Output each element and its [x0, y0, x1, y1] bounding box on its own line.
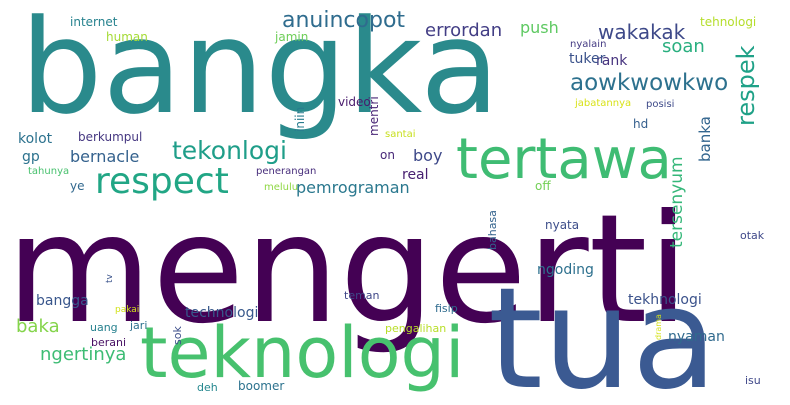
word: tv — [105, 274, 115, 283]
word: soan — [662, 36, 705, 57]
word: bangka — [20, 0, 500, 143]
word: technologi — [185, 305, 259, 321]
word: tuker — [569, 51, 606, 67]
word: tahunya — [28, 166, 70, 177]
word: boomer — [238, 379, 285, 393]
word: uang — [90, 321, 118, 334]
word: off — [535, 179, 551, 193]
word: nyalain — [570, 39, 607, 50]
word: respect — [95, 161, 229, 202]
word: drama — [654, 314, 663, 340]
word: melulu — [264, 182, 299, 193]
word: tehnologi — [700, 15, 757, 29]
word: mengerti — [6, 183, 690, 357]
word: kolot — [18, 131, 53, 147]
word: bernacle — [70, 147, 140, 166]
word: video — [338, 95, 371, 109]
word: bahasa — [486, 210, 499, 250]
word: boy — [413, 146, 443, 165]
word: pakai — [115, 305, 140, 315]
word: wakakak — [598, 20, 686, 44]
word: teman — [344, 289, 380, 302]
word: jamin — [275, 30, 309, 44]
word: internet — [70, 15, 118, 29]
word: ngoding — [537, 262, 594, 278]
word: pemrograman — [296, 178, 410, 197]
word: jabatannya — [575, 98, 632, 109]
word: bangga — [36, 293, 89, 309]
word: tekonlogi — [172, 136, 287, 165]
word: nyata — [545, 218, 580, 232]
word: banka — [696, 116, 714, 162]
word: nyaman — [668, 329, 725, 345]
word: rank — [596, 53, 628, 69]
word: penerangan — [256, 166, 317, 177]
word: ye — [70, 179, 85, 193]
word: human — [106, 30, 148, 44]
word: anuincopot — [282, 8, 406, 33]
word: otak — [740, 229, 765, 242]
word: errordan — [425, 20, 503, 41]
word: pengalihan — [385, 322, 447, 335]
word: santai — [385, 129, 416, 140]
word: on — [380, 148, 395, 162]
word: deh — [197, 381, 218, 394]
word: teknologi — [140, 312, 465, 394]
word: tertawa — [456, 127, 672, 192]
word: tua — [488, 258, 718, 405]
word: tekhnologi — [628, 292, 702, 308]
word: aowkwowkwo — [570, 70, 729, 96]
word: berkumpul — [78, 130, 143, 144]
word: push — [520, 18, 559, 37]
word: tersenyum — [667, 156, 687, 248]
word: baka — [16, 316, 60, 337]
word: gp — [22, 149, 40, 165]
word: real — [402, 167, 429, 183]
word: sok — [171, 326, 184, 345]
word: mentri — [367, 96, 381, 136]
word: fisip — [435, 302, 458, 315]
word: ngertinya — [40, 344, 127, 365]
word: jari — [130, 319, 148, 332]
word: isu — [745, 374, 761, 387]
word: respek — [732, 45, 760, 126]
word: iniin — [293, 106, 307, 132]
word: berani — [91, 336, 127, 349]
word: posisi — [646, 99, 675, 110]
word: hd — [633, 117, 649, 131]
